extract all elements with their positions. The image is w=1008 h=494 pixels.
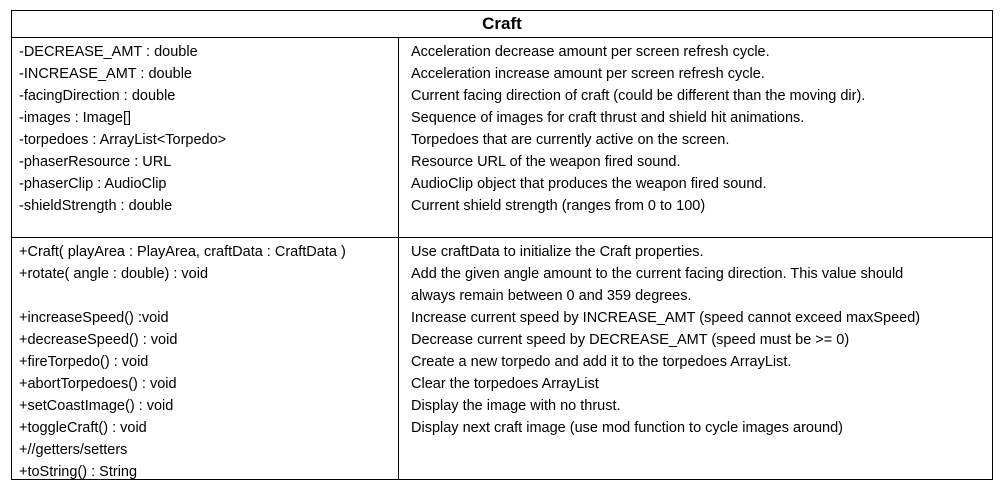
method-signature: +increaseSpeed() :void [19,310,169,326]
field-signature: -DECREASE_AMT : double [19,44,198,60]
methods-section: +Craft( playArea : PlayArea, craftData :… [12,238,992,480]
method-description: Display next craft image (use mod functi… [411,420,843,436]
method-signature: +toggleCraft() : void [19,420,147,436]
method-description: Add the given angle amount to the curren… [411,266,904,282]
fields-section: -DECREASE_AMT : double -INCREASE_AMT : d… [12,38,992,238]
field-description: Current shield strength (ranges from 0 t… [411,198,706,214]
method-description [411,461,992,483]
field-signatures: -DECREASE_AMT : double -INCREASE_AMT : d… [12,38,399,237]
method-signature: +rotate( angle : double) : void [19,266,209,282]
field-signature: -phaserClip : AudioClip [19,176,167,192]
field-description: Resource URL of the weapon fired sound. [411,154,681,170]
method-signature: +fireTorpedo() : void [19,354,149,370]
method-signature: +Craft( playArea : PlayArea, craftData :… [19,244,346,260]
method-description: Increase current speed by INCREASE_AMT (… [411,310,921,326]
field-description: AudioClip object that produces the weapo… [411,176,767,192]
method-description: Use craftData to initialize the Craft pr… [411,244,704,260]
method-signature [19,285,398,307]
field-signature: -shieldStrength : double [19,198,173,214]
method-description: Clear the torpedoes ArrayList [411,376,599,392]
method-description: always remain between 0 and 359 degrees. [411,288,692,304]
method-description: Decrease current speed by DECREASE_AMT (… [411,332,850,348]
method-signature: +decreaseSpeed() : void [19,332,178,348]
class-title: Craft [12,11,992,38]
field-description: Acceleration decrease amount per screen … [411,44,770,60]
field-signature: -images : Image[] [19,110,132,126]
field-signature: -facingDirection : double [19,88,176,104]
field-signature: -torpedoes : ArrayList<Torpedo> [19,132,227,148]
method-signature: +setCoastImage() : void [19,398,174,414]
field-signature: -phaserResource : URL [19,154,172,170]
method-signature: +toString() : String [19,464,138,480]
method-signature: +abortTorpedoes() : void [19,376,177,392]
method-descriptions: Use craftData to initialize the Craft pr… [399,238,992,480]
uml-class-diagram: Craft -DECREASE_AMT : double -INCREASE_A… [11,10,993,480]
field-description: Current facing direction of craft (could… [411,88,866,104]
method-description [411,439,992,461]
field-description: Acceleration increase amount per screen … [411,66,765,82]
method-signature: +//getters/setters [19,442,128,458]
field-signature: -INCREASE_AMT : double [19,66,192,82]
method-description: Display the image with no thrust. [411,398,621,414]
field-description: Sequence of images for craft thrust and … [411,110,805,126]
method-signatures: +Craft( playArea : PlayArea, craftData :… [12,238,399,480]
field-descriptions: Acceleration decrease amount per screen … [399,38,992,237]
field-description: Torpedoes that are currently active on t… [411,132,730,148]
method-description: Create a new torpedo and add it to the t… [411,354,792,370]
